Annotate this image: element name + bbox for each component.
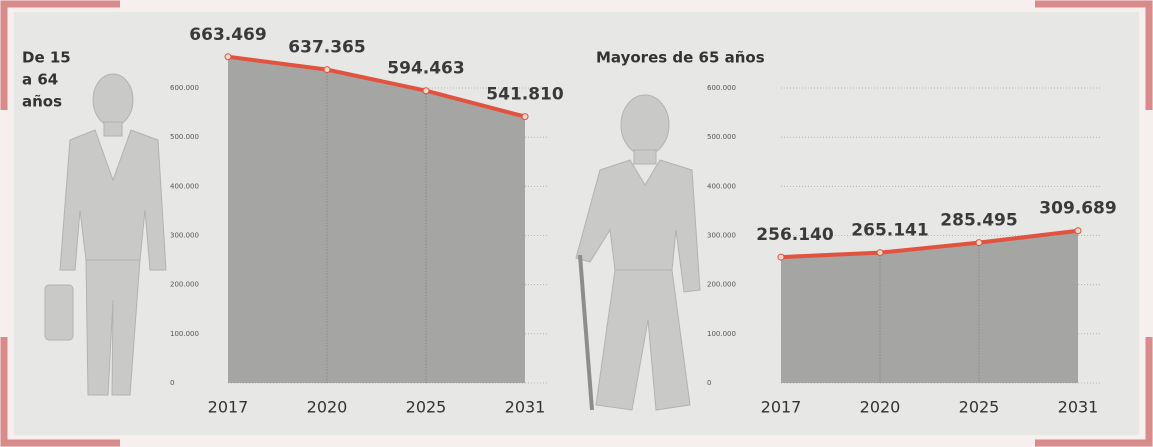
chart-title: a 64 <box>22 71 58 89</box>
x-tick-label: 2017 <box>208 398 249 417</box>
point <box>224 53 232 61</box>
y-tick-label: 500.000 <box>707 133 736 141</box>
area <box>781 230 1078 383</box>
old-man-figure <box>575 94 701 411</box>
corner <box>0 337 120 447</box>
man-figure <box>44 73 167 396</box>
point <box>876 249 884 257</box>
y-tick-label: 400.000 <box>707 182 736 190</box>
corner <box>0 0 120 110</box>
x-tick-label: 2031 <box>505 398 546 417</box>
point <box>1074 227 1082 235</box>
x-tick-label: 2020 <box>860 398 901 417</box>
cane <box>578 254 594 411</box>
x-tick-label: 2025 <box>406 398 447 417</box>
line <box>780 228 1079 260</box>
x-tick-label: 2031 <box>1058 398 1099 417</box>
point <box>422 87 430 95</box>
value-label: 256.140 <box>756 225 834 245</box>
line <box>227 54 526 119</box>
y-tick-label: 100.000 <box>170 330 199 338</box>
value-label: 265.141 <box>851 221 928 241</box>
corner <box>1035 337 1153 447</box>
chart-title: Mayores de 65 años <box>596 49 765 67</box>
y-tick-label: 600.000 <box>707 84 736 92</box>
chart-title: De 15 <box>22 49 71 67</box>
point <box>777 253 785 261</box>
y-tick-label: 200.000 <box>707 281 736 289</box>
value-label: 594.463 <box>387 59 464 79</box>
y-tick-label: 500.000 <box>170 133 199 141</box>
y-tick-label: 300.000 <box>707 232 736 240</box>
value-label: 637.365 <box>288 38 365 58</box>
y-tick-label: 300.000 <box>170 232 199 240</box>
x-tick-label: 2017 <box>761 398 802 417</box>
area <box>228 56 525 384</box>
value-label: 663.469 <box>189 25 266 45</box>
y-tick-label: 0 <box>707 379 711 387</box>
y-tick-label: 600.000 <box>170 84 199 92</box>
y-tick-label: 200.000 <box>170 281 199 289</box>
point <box>323 66 331 74</box>
y-tick-label: 100.000 <box>707 330 736 338</box>
point <box>521 113 529 121</box>
point <box>975 239 983 247</box>
value-label: 309.689 <box>1039 199 1116 219</box>
corner <box>1035 0 1153 110</box>
value-label: 285.495 <box>940 211 1017 231</box>
x-tick-label: 2025 <box>959 398 1000 417</box>
value-label: 541.810 <box>486 85 564 105</box>
chart-title: años <box>22 93 62 111</box>
y-tick-label: 400.000 <box>170 182 199 190</box>
y-tick-label: 0 <box>170 379 174 387</box>
x-tick-label: 2020 <box>307 398 348 417</box>
